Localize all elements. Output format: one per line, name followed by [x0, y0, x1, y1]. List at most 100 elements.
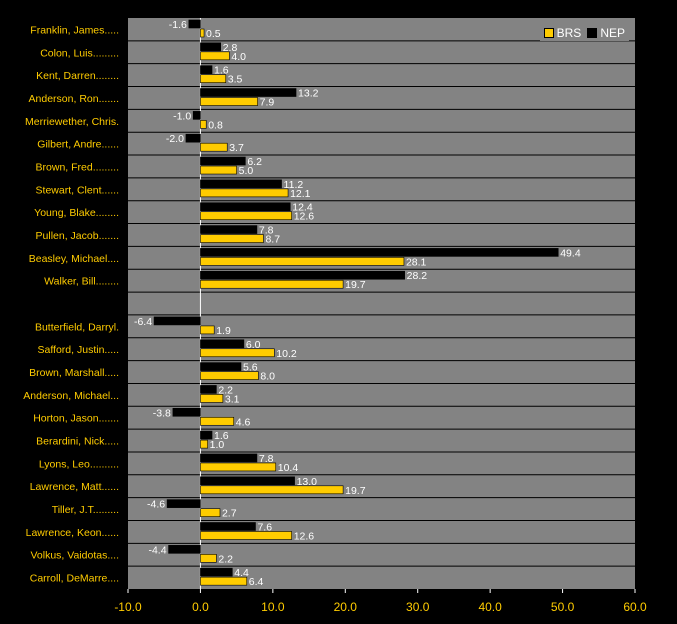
data-label-nep: 12.4	[292, 202, 313, 214]
bar-nep	[192, 111, 201, 120]
category-label: Pullen, Jacob.......	[36, 230, 119, 242]
bar-brs	[200, 508, 221, 517]
data-label-brs: 7.9	[260, 97, 275, 109]
data-label-brs: 12.1	[290, 188, 311, 200]
data-label-brs: 6.4	[249, 576, 264, 588]
data-label-nep: 7.8	[259, 453, 274, 465]
category-label: Brown, Fred.........	[36, 161, 119, 173]
data-label-brs: 10.2	[276, 348, 297, 360]
bar-nep	[200, 42, 222, 52]
data-label-nep: 1.6	[214, 430, 229, 442]
data-label-nep: 1.6	[214, 65, 229, 77]
bar-brs	[200, 371, 259, 380]
category-label: Stewart, Clent......	[36, 184, 119, 196]
bar-nep	[200, 225, 258, 234]
data-label-brs: 1.0	[210, 439, 225, 451]
bar-nep	[172, 407, 201, 417]
category-label: Anderson, Ron.......	[29, 93, 119, 105]
x-tick-label: 40.0	[478, 600, 502, 614]
x-tick-label: 50.0	[551, 600, 575, 614]
data-label-brs: 8.7	[265, 234, 280, 246]
category-label: Volkus, Vaidotas....	[30, 550, 119, 562]
bar-brs	[200, 211, 292, 221]
category-label: Young, Blake........	[34, 207, 119, 219]
bar-brs	[200, 257, 405, 266]
data-label-nep: 7.6	[257, 521, 272, 533]
bar-nep	[200, 202, 291, 212]
bar-nep	[153, 316, 201, 326]
legend-label-brs: BRS	[556, 26, 582, 40]
data-label-nep: 28.2	[407, 270, 428, 282]
x-tick-label: 60.0	[623, 600, 647, 614]
bar-brs	[200, 51, 230, 61]
data-label-nep: 2.8	[223, 42, 238, 54]
data-label-brs: 2.7	[222, 508, 237, 520]
data-label-nep: -4.6	[147, 499, 165, 511]
bar-brs	[200, 279, 344, 289]
bar-brs	[200, 97, 258, 106]
bar-nep	[200, 567, 233, 577]
data-label-brs: 4.0	[231, 51, 246, 63]
data-label-brs: 19.7	[345, 485, 366, 497]
bar-brs	[200, 439, 208, 449]
data-label-brs: 4.6	[236, 416, 251, 428]
legend-swatch-nep	[587, 28, 598, 38]
bar-brs	[200, 576, 248, 586]
bar-brs	[200, 531, 292, 540]
x-tick-label: 0.0	[192, 600, 209, 614]
category-label: Kent, Darren........	[36, 70, 119, 82]
data-label-brs: 1.9	[216, 325, 231, 337]
category-label: Walker, Bill........	[44, 276, 119, 288]
bar-brs	[200, 325, 215, 335]
data-label-nep: 5.6	[243, 362, 258, 374]
data-label-nep: -1.0	[173, 110, 191, 122]
bar-nep	[166, 499, 201, 508]
data-label-brs: 19.7	[345, 279, 366, 291]
bar-nep	[200, 179, 282, 189]
bar-nep	[200, 65, 213, 74]
data-label-nep: 49.4	[560, 247, 581, 259]
data-label-brs: 3.7	[229, 142, 244, 154]
data-label-brs: 3.1	[225, 393, 240, 405]
legend-item-nep: NEP	[587, 26, 625, 40]
bar-brs	[200, 554, 217, 563]
data-label-nep: -3.8	[153, 407, 171, 419]
data-label-nep: 13.0	[297, 476, 318, 488]
bar-brs	[200, 234, 264, 243]
data-label-nep: 6.0	[246, 339, 261, 351]
category-label: Lawrence, Keon......	[26, 527, 119, 539]
x-tick-label: -10.0	[114, 600, 142, 614]
bar-brs	[200, 348, 275, 358]
bar-nep	[200, 476, 295, 486]
bar-nep	[200, 385, 217, 394]
category-label: Franklin, James.....	[30, 24, 119, 36]
category-label: Beasley, Michael....	[29, 253, 119, 265]
data-label-nep: 13.2	[298, 88, 319, 100]
data-label-brs: 10.4	[278, 462, 299, 474]
data-label-nep: 7.8	[259, 225, 274, 237]
data-label-nep: 11.2	[284, 179, 304, 191]
bar-nep	[200, 156, 246, 166]
bar-nep	[200, 270, 405, 280]
bar-nep	[200, 339, 245, 349]
bar-brs	[200, 394, 224, 403]
category-label: Butterfield, Darryl.	[35, 321, 119, 333]
data-label-brs: 3.5	[228, 74, 243, 86]
data-label-brs: 2.2	[218, 553, 233, 565]
data-label-brs: 5.0	[239, 165, 254, 177]
data-label-brs: 12.6	[294, 530, 315, 542]
category-label: Berardini, Nick.....	[36, 436, 119, 448]
bar-brs	[200, 142, 228, 152]
bar-nep	[168, 545, 201, 554]
legend-item-brs: BRS	[543, 26, 582, 40]
bar-nep	[200, 522, 256, 531]
category-label: Safford, Justin.....	[37, 344, 119, 356]
bar-brs	[200, 120, 207, 129]
bar-nep	[200, 248, 559, 257]
data-label-brs: 28.1	[406, 256, 427, 268]
data-label-nep: 2.2	[218, 384, 233, 396]
data-label-brs: 12.6	[294, 211, 315, 223]
bar-nep	[200, 362, 242, 371]
data-label-brs: 8.0	[260, 371, 275, 383]
